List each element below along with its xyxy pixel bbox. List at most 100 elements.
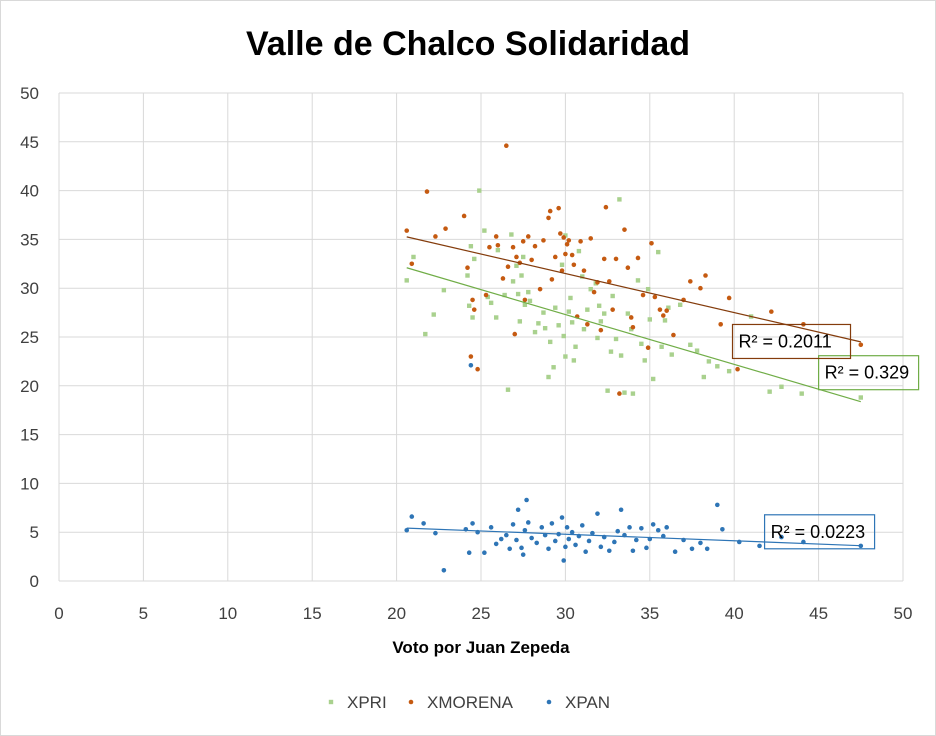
xpri-point <box>576 248 582 254</box>
xpan-point <box>858 543 864 549</box>
xpan-point <box>579 523 585 528</box>
xpri-point <box>546 374 551 380</box>
xpan-point <box>520 552 526 557</box>
xmorena-point <box>468 354 474 359</box>
xpan-point <box>433 530 438 536</box>
xmorena-point <box>606 279 612 284</box>
x-tick-label: 30 <box>556 604 575 623</box>
xpri-point <box>596 303 602 308</box>
xmorena-point <box>581 268 587 273</box>
xpri-point <box>656 249 661 255</box>
xmorena-point <box>409 261 415 267</box>
xmorena-point <box>591 289 597 295</box>
xpri-point <box>548 339 553 345</box>
r-squared-labels: R² = 0.329 R² = 0.2011 R² = 0.0223 <box>731 323 920 550</box>
xpan-point <box>664 525 669 530</box>
xpan-point <box>514 537 519 543</box>
xpan-point <box>704 546 710 552</box>
xpri-point <box>605 388 610 393</box>
xmorena-point <box>522 297 528 303</box>
xpri-point <box>527 298 533 304</box>
xmorena-point <box>487 244 492 250</box>
xpri-point <box>470 315 475 320</box>
xpri-point <box>510 279 516 284</box>
x-tick-label: 15 <box>303 604 322 623</box>
xpri-point <box>477 188 482 193</box>
xpri-point <box>677 302 683 307</box>
xpri-point <box>466 303 472 308</box>
xpri-point <box>662 318 668 323</box>
xpri-point <box>485 294 490 300</box>
xpri-point <box>423 331 428 337</box>
xmorena-point <box>598 327 604 333</box>
xpan-point <box>630 548 636 554</box>
xmorena-point <box>470 297 475 303</box>
y-tick-label: 25 <box>20 328 39 347</box>
xpri-point <box>515 291 521 297</box>
xmorena-point <box>546 215 551 221</box>
xpan-point <box>564 525 570 530</box>
xpri-point <box>625 311 631 316</box>
x-tick-label: 0 <box>54 604 63 623</box>
xmorena-point <box>858 342 864 348</box>
xmorena-point <box>630 324 636 330</box>
y-tick-label: 0 <box>30 572 39 591</box>
xpri-point <box>767 389 772 394</box>
xmorena-point <box>671 332 676 338</box>
xpri-point <box>701 374 707 380</box>
xpri-point <box>613 336 619 342</box>
xpan-point <box>644 545 649 551</box>
xpri-point <box>495 247 501 253</box>
xmorena-point <box>664 308 669 313</box>
xpan-point <box>549 521 555 526</box>
xmorena-point <box>617 391 622 396</box>
xmorena-point <box>505 264 511 270</box>
xpan-point <box>421 521 426 526</box>
xpri-r2-label: R² = 0.329 <box>825 363 910 383</box>
xmorena-point <box>443 226 448 231</box>
xpan-point <box>650 522 656 527</box>
xpri-point <box>610 293 615 299</box>
legend-label-xmorena: XMORENA <box>427 693 514 712</box>
xpri-point <box>779 384 784 389</box>
xmorena-point <box>529 257 534 263</box>
xmorena-point <box>556 205 561 211</box>
xpri-point <box>472 256 477 262</box>
xpan-point <box>559 515 565 520</box>
xmorena-point <box>603 204 609 210</box>
xpan-r2-box <box>763 514 876 550</box>
xpri-point <box>858 395 863 400</box>
xmorena-point <box>541 238 546 243</box>
x-tick-label: 5 <box>139 604 148 623</box>
xmorena-point <box>661 313 666 318</box>
xpri-point <box>799 391 804 396</box>
y-tick-label: 40 <box>20 182 39 201</box>
xpri-point <box>521 254 526 260</box>
xpri-point <box>519 273 524 278</box>
xpri-point <box>694 348 700 353</box>
xpri-point <box>581 326 587 332</box>
xpan-point <box>606 548 612 554</box>
y-tick-label: 15 <box>20 426 39 445</box>
xmorena-point <box>537 286 543 292</box>
xmorena-point <box>558 231 563 236</box>
xmorena-point <box>504 143 509 149</box>
xpan-point <box>618 507 624 513</box>
xmorena-point <box>510 244 516 250</box>
xmorena-point <box>571 262 577 268</box>
xpan-point <box>504 532 509 538</box>
xpri-point <box>482 228 487 233</box>
xpan-point <box>515 507 521 513</box>
legend-marker-xpri <box>328 699 334 705</box>
xmorena-point <box>512 331 518 337</box>
xpri-point <box>563 354 568 359</box>
xpri-point <box>629 326 634 332</box>
xpan-point <box>720 526 725 532</box>
xmorena-point <box>649 241 654 246</box>
xmorena-point <box>578 239 583 244</box>
xmorena-point <box>610 307 615 312</box>
x-tick-label: 45 <box>809 604 828 623</box>
xpan-point <box>583 549 588 555</box>
xpri-point <box>542 326 548 331</box>
xpri-point <box>556 323 561 328</box>
